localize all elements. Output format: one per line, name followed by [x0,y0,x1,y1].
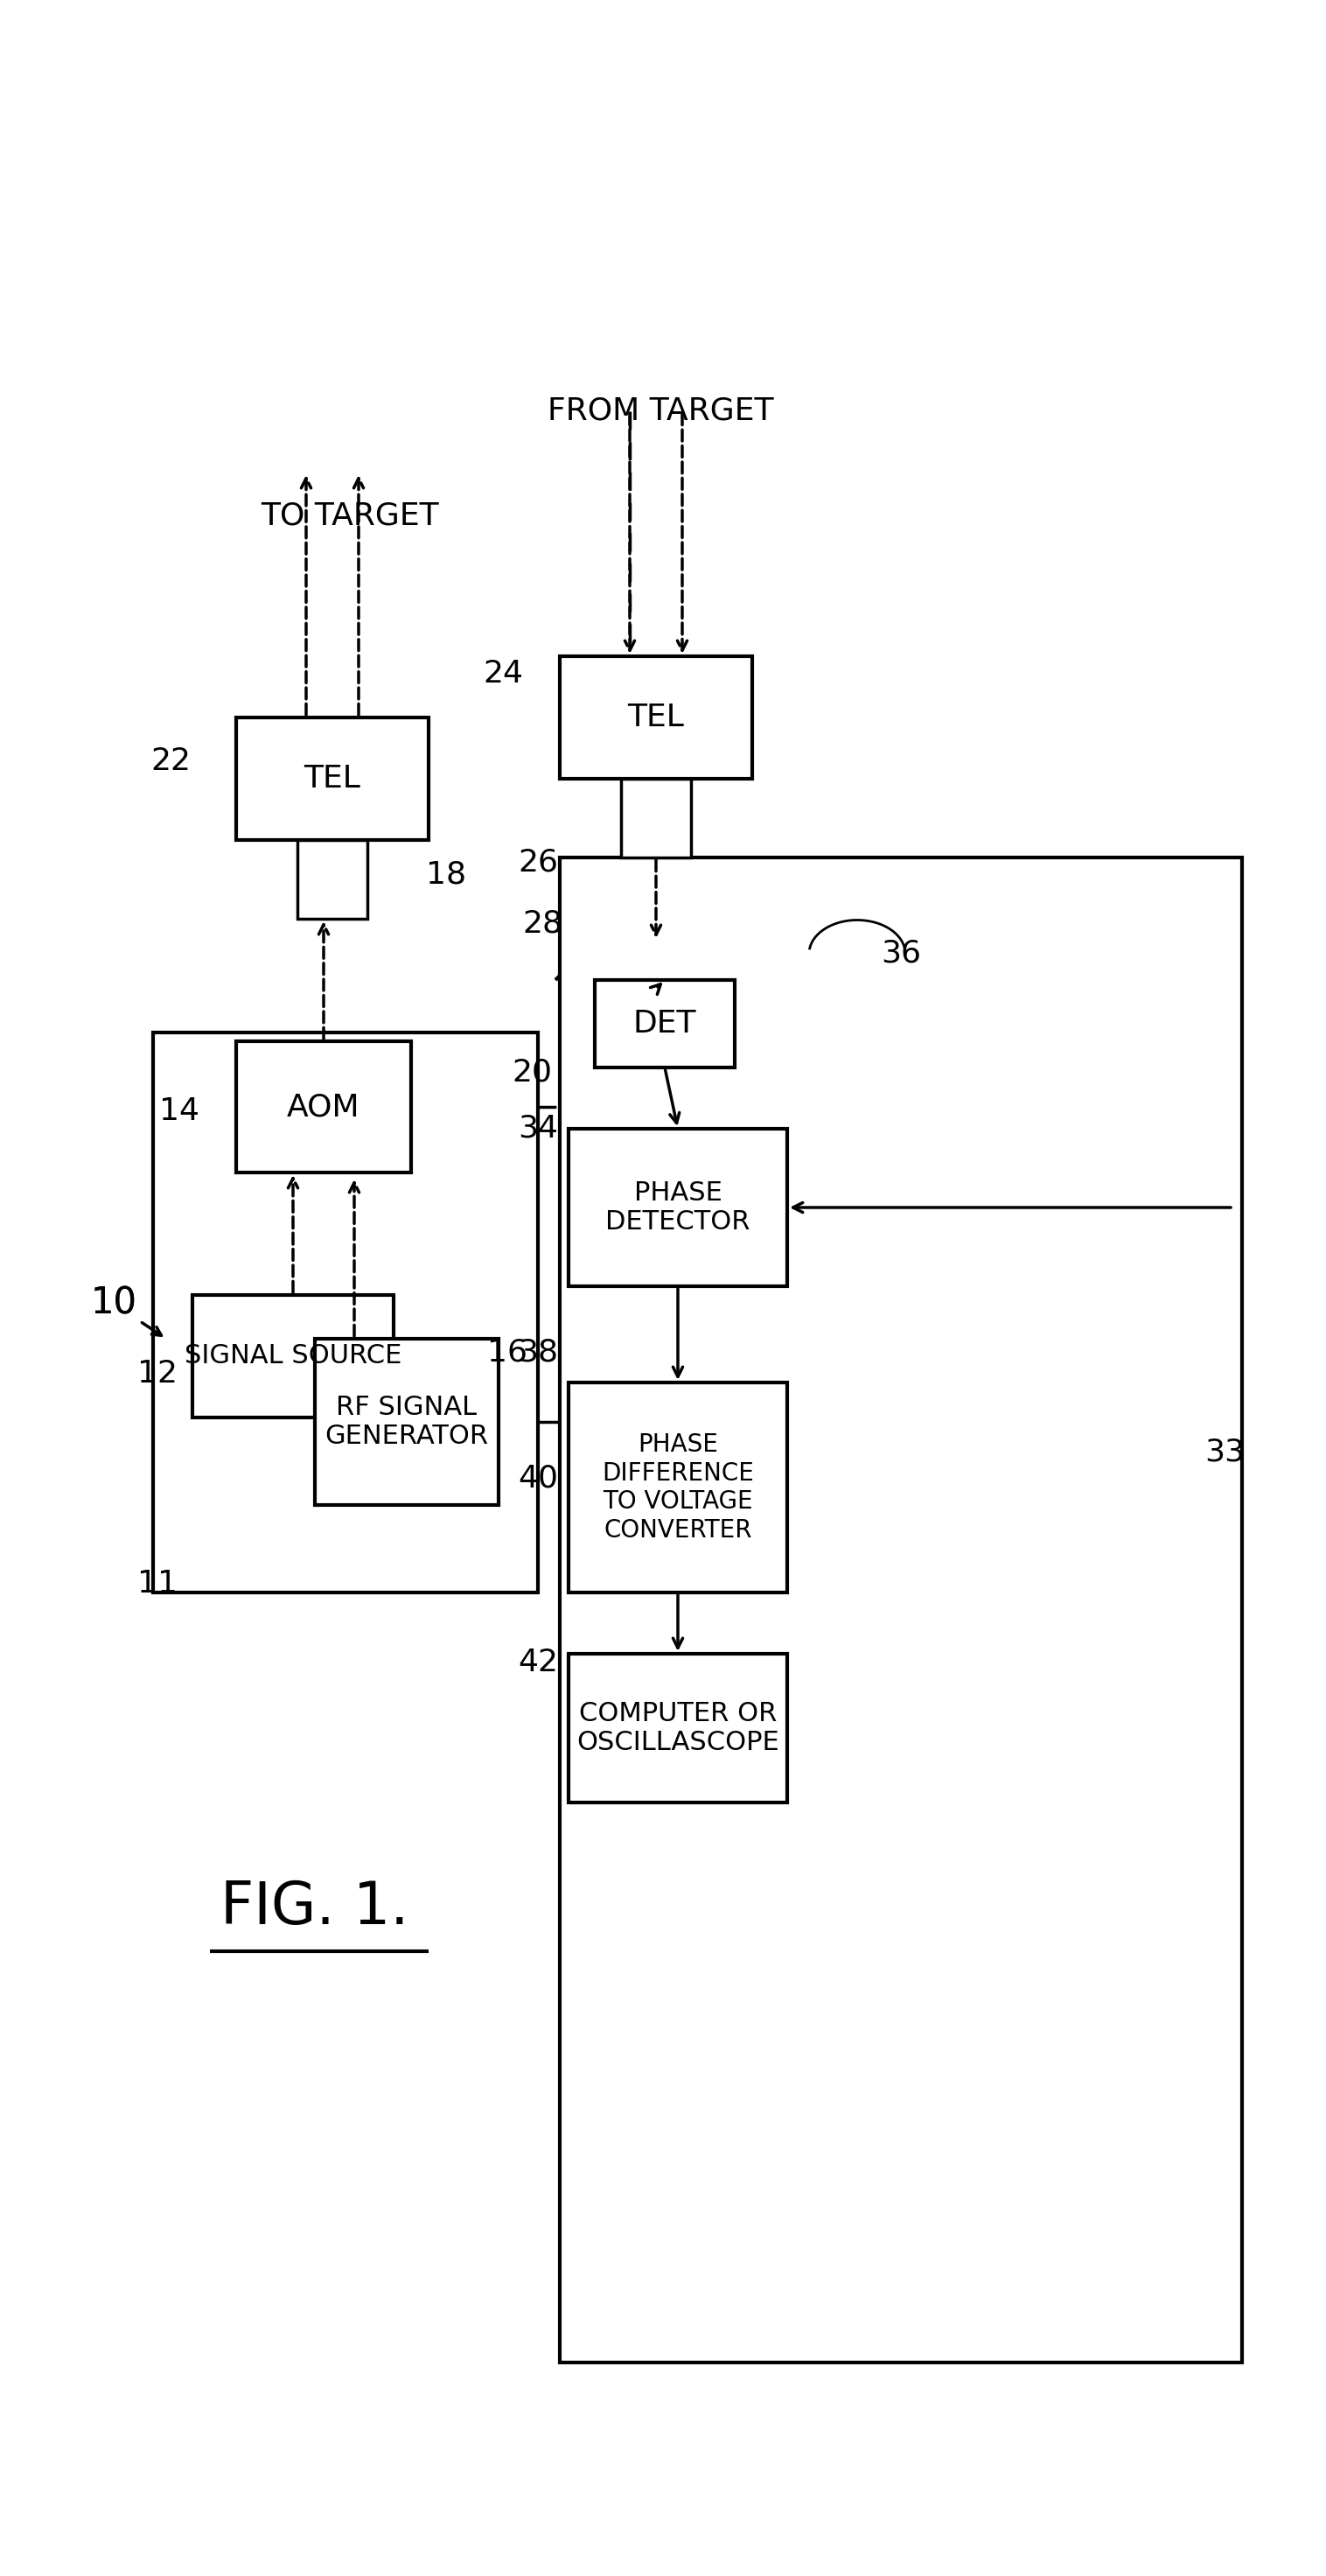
Bar [152,1033,538,1592]
Text: FIG. 1.: FIG. 1. [220,1878,410,1937]
Text: DET: DET [633,1010,696,1038]
Bar [569,1128,788,1285]
Text: 34: 34 [518,1113,558,1144]
Text: TO TARGET: TO TARGET [261,502,439,531]
Text: TEL: TEL [627,703,684,732]
Text: 16: 16 [487,1337,528,1368]
Text: PHASE
DIFFERENCE
TO VOLTAGE
CONVERTER: PHASE DIFFERENCE TO VOLTAGE CONVERTER [602,1432,754,1543]
Text: COMPUTER OR
OSCILLASCOPE: COMPUTER OR OSCILLASCOPE [577,1700,780,1754]
Text: 20: 20 [512,1056,552,1087]
Text: PHASE
DETECTOR: PHASE DETECTOR [606,1180,751,1234]
Bar [560,657,752,778]
Bar [236,1041,411,1172]
Bar [569,1383,788,1592]
Text: AOM: AOM [286,1092,361,1121]
Text: 14: 14 [159,1097,199,1126]
Bar [569,1654,788,1803]
Text: 10: 10 [90,1285,137,1321]
Bar [192,1296,394,1417]
Bar [236,719,428,840]
Text: 26: 26 [518,848,558,876]
Bar [595,979,735,1066]
Text: 24: 24 [483,659,522,688]
Text: 11: 11 [138,1569,178,1600]
Bar [621,778,691,858]
Bar [297,840,367,920]
Text: 40: 40 [518,1463,558,1494]
Text: 36: 36 [880,938,922,969]
Text: TEL: TEL [304,765,361,793]
Text: 12: 12 [138,1360,178,1388]
Text: 18: 18 [426,860,467,889]
Bar [560,858,1242,2362]
Text: SIGNAL SOURCE: SIGNAL SOURCE [184,1345,402,1368]
Text: RF SIGNAL
GENERATOR: RF SIGNAL GENERATOR [325,1394,488,1450]
Text: 38: 38 [517,1337,558,1368]
Text: 42: 42 [518,1649,558,1677]
Text: 10: 10 [90,1285,137,1321]
Text: 22: 22 [150,747,191,775]
Text: FROM TARGET: FROM TARGET [548,397,773,425]
Text: 28: 28 [522,909,562,938]
Bar [314,1340,499,1504]
Text: 33: 33 [1204,1437,1245,1468]
